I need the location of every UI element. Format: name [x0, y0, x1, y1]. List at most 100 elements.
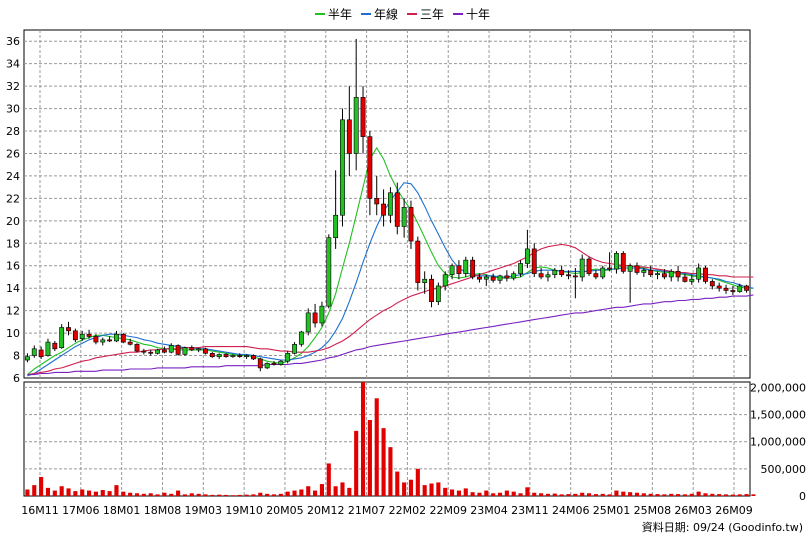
volume-bar	[59, 486, 64, 496]
candle-body	[744, 285, 749, 291]
volume-bar	[176, 490, 181, 496]
volume-bar	[73, 491, 78, 496]
volume-bar	[422, 485, 427, 496]
volume-tick-label: 2,000,000	[750, 381, 806, 394]
x-tick-label: 22M02	[389, 504, 427, 517]
candle-body	[490, 276, 496, 281]
y-tick-label: 18	[6, 237, 20, 250]
candle-body	[161, 349, 167, 353]
candle-body	[209, 353, 215, 357]
candle-body	[696, 267, 702, 280]
candle-body	[237, 355, 243, 357]
volume-bar	[566, 494, 571, 496]
volume-bar	[381, 428, 386, 496]
volume-bar	[669, 493, 674, 496]
volume-bar	[210, 494, 215, 496]
volume-bar	[100, 490, 105, 496]
candle-body	[614, 253, 619, 270]
price-panel: 6 8 10 12 14 16 18 20 22 24 26 28 30 32 34 36	[6, 29, 754, 385]
x-tick-label: 16M11	[21, 504, 59, 517]
x-tick-label: 26M03	[674, 504, 712, 517]
candle-body	[38, 349, 44, 357]
candle-body	[72, 330, 78, 341]
x-tick-label: 26M09	[715, 504, 753, 517]
candle-body	[483, 276, 489, 280]
y-tick-label: 20	[6, 215, 20, 228]
y-tick-label: 28	[6, 125, 20, 138]
volume-bar	[223, 494, 229, 496]
volume-bar	[737, 494, 742, 496]
y-tick-label: 12	[6, 305, 20, 318]
candle-body	[422, 278, 428, 283]
candle-body	[586, 258, 592, 274]
volume-bar	[271, 494, 277, 496]
volume-panel: 0 500,000 1,000,000 1,500,000 2,000,000	[23, 381, 806, 503]
x-tick-label: 19M03	[185, 504, 223, 517]
candle-body	[394, 192, 400, 227]
candle-body	[552, 269, 558, 276]
candle-body	[251, 355, 256, 360]
candle-body	[518, 263, 523, 274]
volume-bar	[655, 494, 660, 496]
volume-bar	[230, 495, 235, 496]
candle-body	[579, 258, 585, 278]
y-tick-label: 30	[6, 103, 20, 116]
candle-body	[477, 276, 482, 280]
candle-body	[223, 354, 229, 357]
candle-body	[271, 363, 277, 365]
candle-body	[504, 275, 510, 279]
volume-bar	[182, 494, 188, 496]
volume-bar	[408, 479, 414, 496]
volume-bar	[87, 490, 92, 496]
volume-bar	[217, 494, 222, 496]
y-tick-label: 32	[6, 80, 20, 93]
candle-body	[114, 333, 119, 342]
candle-body	[627, 265, 633, 272]
volume-bar	[251, 494, 256, 496]
volume-bar	[360, 382, 366, 496]
volume-bar	[313, 490, 318, 496]
volume-tick-label: 0	[799, 490, 806, 503]
candle-body	[566, 274, 571, 277]
volume-bar	[586, 493, 592, 496]
volume-y-axis: 0 500,000 1,000,000 1,500,000 2,000,000	[750, 381, 806, 503]
volume-bar	[662, 494, 667, 496]
volume-bar	[45, 487, 51, 496]
volume-bar	[107, 491, 112, 496]
candle-body	[511, 273, 517, 279]
volume-bar	[319, 484, 324, 496]
volume-bar	[155, 494, 160, 496]
candle-body	[531, 248, 537, 274]
volume-bar	[347, 487, 352, 496]
volume-bar	[723, 494, 729, 496]
candle-body	[168, 345, 174, 353]
volume-bar	[292, 490, 297, 496]
candle-body	[45, 341, 51, 356]
y-tick-label: 36	[6, 35, 20, 48]
candle-body	[703, 267, 708, 282]
candle-body	[415, 240, 421, 283]
volume-bar	[634, 492, 640, 496]
candle-body	[196, 348, 202, 351]
candle-body	[305, 312, 311, 333]
x-tick-label: 17M06	[62, 504, 100, 517]
candle-body	[538, 273, 544, 278]
candle-body	[333, 214, 339, 238]
candle-body	[408, 207, 414, 242]
volume-bar	[66, 488, 71, 496]
candle-body	[257, 358, 263, 369]
volume-bar	[354, 430, 359, 496]
candle-body	[86, 333, 92, 337]
volume-bar	[648, 493, 653, 496]
volume-bar	[415, 468, 420, 496]
volume-bar	[52, 490, 57, 496]
legend-label: 十年	[466, 8, 490, 22]
candle-body	[189, 347, 195, 351]
candle-body	[319, 305, 325, 324]
volume-bar	[710, 493, 715, 496]
volume-bar	[730, 494, 735, 496]
candle-body	[497, 275, 503, 281]
volume-bar	[744, 494, 749, 496]
candle-body	[593, 273, 599, 278]
volume-bar	[258, 492, 263, 496]
